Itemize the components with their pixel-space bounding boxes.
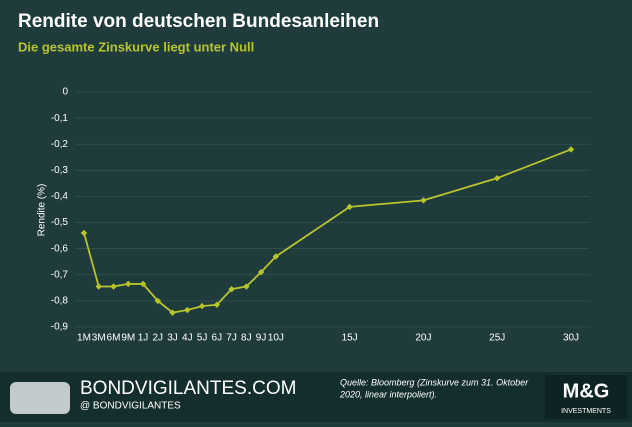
handle: @ BONDVIGILANTES [80,401,181,412]
y-tick-label: 0 [62,87,68,98]
marker [110,283,117,290]
source: 2020, linear interpoliert). [339,389,437,399]
y-tick-label: -0,1 [51,113,69,124]
people-icon [10,382,70,414]
y-tick-label: -0,6 [51,243,69,254]
x-tick-label: 3M [92,333,106,344]
marker [139,280,147,288]
marker [95,283,102,290]
y-tick-label: -0,4 [51,191,69,202]
footer [0,372,632,422]
marker [198,302,206,310]
y-axis-label: Rendite (%) [37,184,48,237]
marker [184,306,191,314]
marker [272,253,280,260]
marker [346,203,353,211]
x-tick-label: 6J [212,333,223,344]
marker [80,229,88,237]
chart-subtitle: Die gesamte Zinskurve liegt unter Null [18,39,254,54]
x-tick-label: 3J [167,333,178,344]
marker [567,146,575,153]
plot: 0-0,1-0,2-0,3-0,4-0,5-0,6-0,7-0,8-0,91M 3… [51,87,590,344]
y-tick-label: -0,3 [51,165,69,176]
y-tick-label: -0,9 [51,322,69,333]
y-tick-label: -0,8 [51,296,69,307]
x-tick-label: 9J [256,333,267,344]
x-tick-label: 4J [182,333,193,344]
x-tick-label: 25J [489,333,505,344]
logo: M&G [563,380,610,402]
marker [420,197,427,204]
x-tick-label: 20J [415,333,431,344]
y-tick-label: -0,2 [51,139,69,150]
marker [154,297,161,305]
chart-title: Rendite von deutschen Bundesanleihen [18,11,379,32]
marker [243,283,250,290]
marker [213,301,221,309]
x-tick-label: 7J [226,333,237,344]
logo-sub: INVESTMENTS [561,408,611,415]
y-tick-label: -0,5 [51,217,69,228]
x-tick-label: 30J [563,333,579,344]
marker [257,268,265,276]
marker [494,174,501,182]
brand: BONDVIGILANTES.COM [80,378,296,399]
x-tick-label: 5J [197,333,208,344]
x-tick-label: 2J [153,333,164,344]
source: Quelle: Bloomberg (Zinskurve zum 31. Okt… [340,377,529,387]
x-tick-label: 10J [268,333,284,344]
background [0,0,632,372]
y-tick-label: -0,7 [51,269,69,280]
x-tick-label: 1J [138,333,149,344]
x-tick-label: 1M [77,333,91,344]
marker [228,285,235,293]
x-tick-label: 15J [342,333,358,344]
logo-box [545,375,627,419]
x-tick-label: 6M [107,333,121,344]
marker [169,309,176,316]
x-tick-label: 9M [121,333,135,344]
marker [125,280,132,288]
x-tick-label: 8J [241,333,252,344]
